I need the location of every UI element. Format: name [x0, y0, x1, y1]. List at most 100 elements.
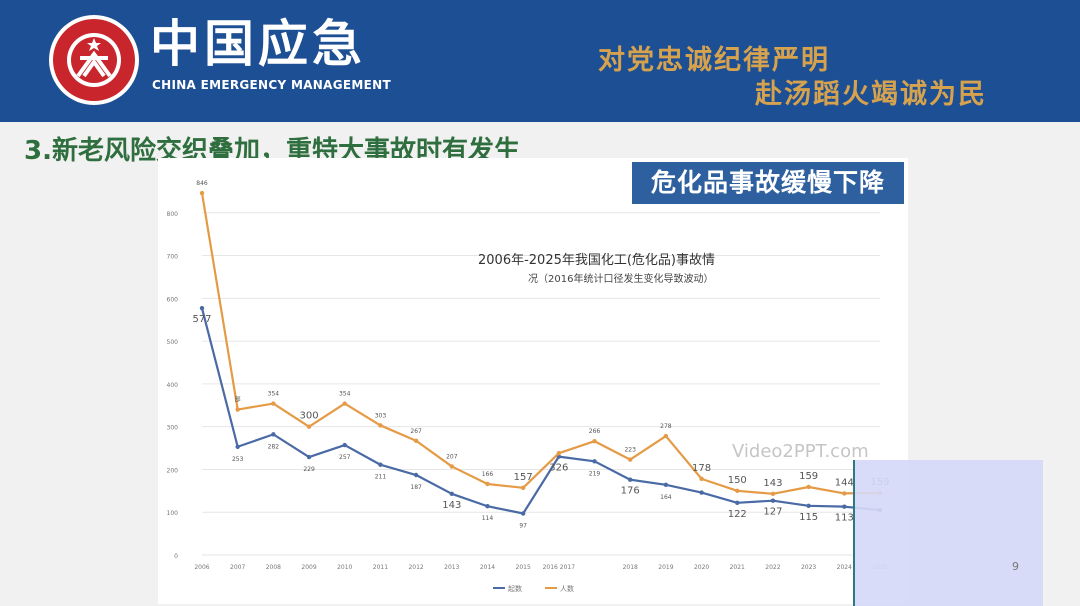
data-label: 122 [728, 509, 747, 520]
header-banner: 中国应急 CHINA EMERGENCY MANAGEMENT 对党忠诚纪律严明… [0, 0, 1080, 122]
data-label: 253 [232, 456, 244, 463]
data-label: 178 [692, 463, 711, 474]
data-point [306, 454, 312, 460]
x-tick-label: 2011 [373, 564, 388, 571]
y-tick-label: 800 [167, 211, 179, 218]
data-label: 150 [728, 475, 747, 486]
data-point [342, 442, 347, 448]
data-point [235, 407, 240, 412]
x-tick-label: 2019 [658, 564, 673, 571]
data-point [663, 433, 669, 439]
data-label: 223 [624, 447, 636, 454]
y-tick-label: 200 [167, 467, 179, 474]
series-line-1 [200, 192, 881, 495]
data-label: 164 [660, 494, 672, 501]
brand-name-cn: 中国应急 [150, 15, 366, 73]
data-label: 354 [268, 391, 280, 398]
data-point [520, 485, 526, 491]
data-label: 143 [442, 500, 461, 511]
series-line-0 [200, 307, 881, 515]
data-label: 114 [482, 515, 494, 522]
x-tick-label: 2024 [837, 564, 852, 571]
data-point [520, 511, 526, 516]
data-label: 300 [300, 411, 319, 422]
data-label: 267 [410, 428, 422, 435]
data-point [235, 444, 240, 449]
x-tick-label: 2018 [623, 564, 638, 571]
data-label: 354 [339, 391, 351, 398]
legend-label: 起数 [508, 584, 522, 593]
y-tick-label: 100 [167, 510, 179, 517]
watermark: Video2PPT.com [732, 441, 869, 462]
data-label: 115 [799, 512, 818, 523]
x-tick-label: 2012 [408, 564, 423, 571]
data-point [842, 504, 847, 509]
data-label: 207 [446, 453, 458, 460]
data-label: 159 [799, 471, 818, 482]
data-point [770, 498, 776, 503]
data-point [699, 490, 704, 495]
data-point [199, 305, 205, 311]
data-point [342, 401, 347, 406]
data-label: 113 [835, 513, 854, 524]
data-label: 144 [835, 477, 854, 488]
line-chart: 0 100 200 300 400 500 600 700 800 2006 2007 2008 200… [167, 180, 890, 593]
y-tick-label: 400 [167, 382, 179, 389]
data-label: 211 [375, 474, 387, 481]
data-point [378, 462, 383, 467]
data-point [699, 476, 704, 482]
data-point [663, 482, 669, 488]
data-point [449, 491, 454, 497]
data-point [735, 500, 740, 506]
data-point [306, 424, 312, 429]
data-point [556, 450, 562, 456]
y-tick-label: 500 [167, 339, 179, 346]
y-tick-label: 300 [167, 425, 179, 432]
x-tick-label: 2016 2017 [543, 564, 576, 571]
data-label: 278 [660, 423, 672, 430]
data-point [842, 491, 847, 496]
x-tick-label: 2014 [480, 564, 495, 571]
data-label: 219 [589, 470, 601, 477]
overlay-panel [853, 460, 1043, 606]
chart-title: 2006年-2025年我国化工(危化品)事故情 [478, 253, 715, 268]
data-label: 303 [375, 412, 387, 419]
x-tick-label: 2006 [194, 564, 209, 571]
data-point [770, 491, 776, 497]
y-tick-label: 600 [167, 296, 179, 303]
data-label: 326 [549, 463, 568, 474]
data-point [806, 484, 811, 490]
data-label: 257 [339, 454, 351, 461]
data-label: 187 [410, 484, 422, 491]
data-point [378, 423, 383, 428]
data-point [485, 504, 490, 509]
x-tick-label: 2023 [801, 564, 816, 571]
data-label: 157 [514, 472, 533, 483]
overlay-mark: 9 [1012, 560, 1019, 573]
data-label: 176 [621, 486, 640, 497]
callout-banner: 危化品事故缓慢下降 [632, 162, 904, 204]
data-label: 166 [482, 471, 494, 478]
data-label: 577 [192, 314, 211, 325]
data-label: 部 [235, 396, 241, 404]
data-point [592, 459, 597, 464]
x-tick-label: 2015 [516, 564, 531, 571]
data-label: 282 [268, 443, 280, 450]
data-point [592, 439, 597, 444]
data-label: 229 [303, 466, 315, 473]
data-label: 127 [763, 507, 782, 518]
x-tick-label: 2009 [301, 564, 316, 571]
legend-label: 人数 [560, 584, 574, 593]
data-point [271, 401, 276, 406]
slogan-line-2: 赴汤蹈火竭诚为民 [755, 79, 987, 110]
data-point [735, 488, 740, 494]
brand-name-en: CHINA EMERGENCY MANAGEMENT [152, 78, 391, 92]
data-label: 143 [763, 478, 782, 489]
slogan-line-1: 对党忠诚纪律严明 [598, 45, 830, 76]
y-tick-label: 700 [167, 254, 179, 261]
data-label: 846 [196, 180, 208, 187]
x-tick-label: 2022 [765, 564, 780, 571]
chart-subtitle: 况（2016年统计口径发生变化导致波动） [528, 272, 713, 285]
data-point [806, 503, 811, 509]
x-tick-label: 2007 [230, 564, 245, 571]
